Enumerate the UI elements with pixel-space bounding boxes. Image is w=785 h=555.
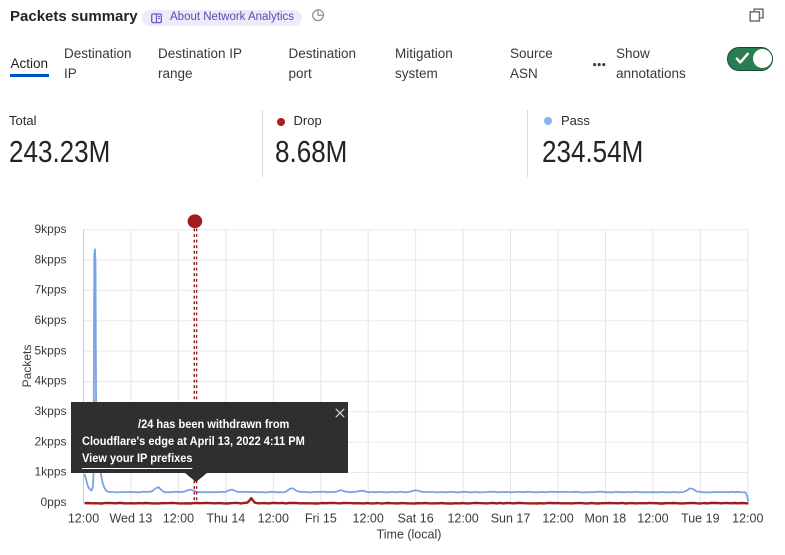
svg-text:12:00: 12:00 bbox=[163, 512, 194, 526]
svg-text:7kpps: 7kpps bbox=[34, 283, 66, 297]
svg-text:Packets: Packets bbox=[20, 345, 34, 388]
svg-text:Sun 17: Sun 17 bbox=[491, 512, 531, 526]
svg-text:1kpps: 1kpps bbox=[34, 465, 66, 479]
svg-text:Fri 15: Fri 15 bbox=[305, 512, 337, 526]
svg-text:0pps: 0pps bbox=[40, 495, 66, 509]
svg-text:Time (local): Time (local) bbox=[377, 528, 442, 542]
svg-text:12:00: 12:00 bbox=[732, 512, 763, 526]
svg-text:Sat 16: Sat 16 bbox=[398, 512, 434, 526]
svg-text:Thu 14: Thu 14 bbox=[206, 512, 245, 526]
svg-text:12:00: 12:00 bbox=[542, 512, 573, 526]
svg-text:12:00: 12:00 bbox=[447, 512, 478, 526]
svg-text:12:00: 12:00 bbox=[353, 512, 384, 526]
svg-text:12:00: 12:00 bbox=[68, 512, 99, 526]
svg-text:3kpps: 3kpps bbox=[34, 404, 66, 418]
svg-text:2kpps: 2kpps bbox=[34, 434, 66, 448]
svg-text:6kpps: 6kpps bbox=[34, 313, 66, 327]
svg-text:Wed 13: Wed 13 bbox=[109, 512, 152, 526]
svg-text:Mon 18: Mon 18 bbox=[585, 512, 627, 526]
svg-text:Tue 19: Tue 19 bbox=[681, 512, 720, 526]
svg-text:9kpps: 9kpps bbox=[34, 222, 66, 236]
svg-text:4kpps: 4kpps bbox=[34, 374, 66, 388]
svg-text:8kpps: 8kpps bbox=[34, 252, 66, 266]
svg-text:12:00: 12:00 bbox=[258, 512, 289, 526]
svg-text:5kpps: 5kpps bbox=[34, 343, 66, 357]
svg-text:12:00: 12:00 bbox=[637, 512, 668, 526]
